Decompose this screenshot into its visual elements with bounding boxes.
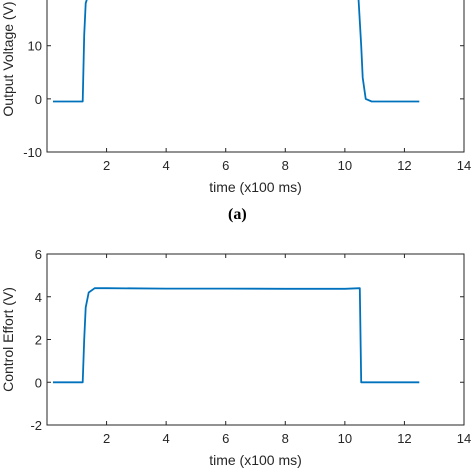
x-tick-label: 10 [338, 431, 352, 446]
y-tick-label: 2 [35, 333, 42, 348]
y-tick-label: -2 [30, 418, 42, 433]
series-line [53, 287, 420, 384]
y-tick-label: 6 [35, 247, 42, 262]
x-tick-label: 4 [163, 158, 170, 173]
y-tick-label: 0 [35, 375, 42, 390]
y-tick-label: 20 [28, 0, 42, 1]
x-tick-label: 6 [222, 158, 229, 173]
x-tick-label: 4 [163, 431, 170, 446]
x-tick-label: 14 [457, 431, 471, 446]
panel-label-a: (a) [228, 206, 247, 223]
x-tick-label: 6 [222, 431, 229, 446]
chart-control-effort: 2 4 6 8 10 12 14 -2 0 2 4 6 time (x100 ms) Control Ef… [0, 247, 471, 468]
y-tick-label: 10 [28, 39, 42, 54]
y-axis-label: Control Effort (V) [0, 287, 16, 392]
y-tick-label: -10 [23, 145, 42, 160]
x-tick-label: 2 [103, 431, 110, 446]
y-tick-label: 0 [35, 92, 42, 107]
plot-area-frame [46, 253, 465, 426]
chart-output-voltage: 2 4 6 8 10 12 14 -10 0 10 20 time (x100 ms) Output V… [0, 0, 471, 195]
x-axis-label: time (x100 ms) [209, 179, 302, 195]
plot-area-frame [46, 0, 465, 153]
x-tick-label: 8 [282, 158, 289, 173]
y-tick-label: 4 [35, 290, 42, 305]
x-tick-label: 8 [282, 431, 289, 446]
x-tick-label: 12 [397, 431, 411, 446]
x-tick-label: 2 [103, 158, 110, 173]
series-line [53, 0, 420, 103]
x-axis-label: time (x100 ms) [209, 452, 302, 468]
x-tick-label: 14 [457, 158, 471, 173]
y-axis-label: Output Voltage (V) [0, 1, 16, 116]
x-tick-label: 12 [397, 158, 411, 173]
x-tick-label: 10 [338, 158, 352, 173]
